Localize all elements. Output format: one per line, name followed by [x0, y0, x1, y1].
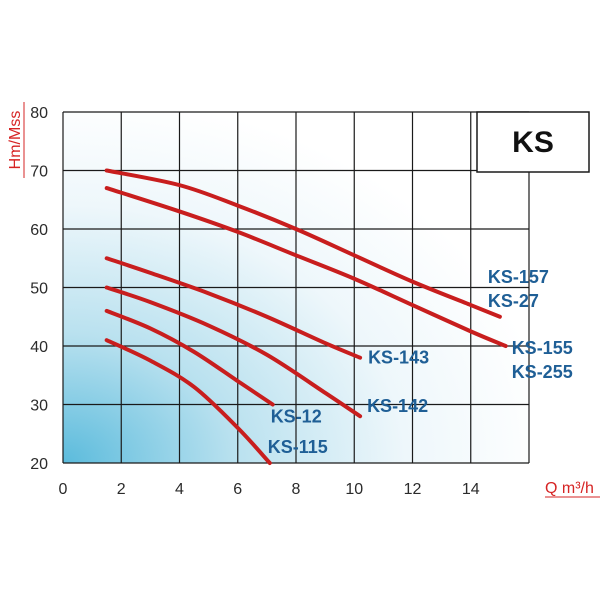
y-tick-label: 50	[30, 281, 48, 298]
x-tick-label: 8	[292, 481, 301, 498]
y-tick-label: 60	[30, 222, 48, 239]
x-tick-label: 0	[59, 481, 68, 498]
y-tick-label: 20	[30, 456, 48, 473]
y-tick-label: 30	[30, 398, 48, 415]
curve-label-ks-157: KS-157	[488, 267, 549, 287]
curves-group	[104, 168, 508, 465]
x-axis-title: Q m³/h	[545, 480, 594, 497]
x-tick-label: 10	[345, 481, 363, 498]
y-axis-title: Hm/Mss	[7, 111, 24, 170]
curve-ks-115	[104, 338, 272, 465]
curve-label-ks-12: KS-12	[271, 407, 322, 427]
curve-label-ks-143: KS-143	[368, 348, 429, 368]
title-box-label: KS	[512, 126, 554, 159]
curve-label-ks-27: KS-27	[488, 291, 539, 311]
x-tick-label: 14	[462, 481, 480, 498]
y-tick-label: 70	[30, 164, 48, 181]
x-tick-label: 12	[404, 481, 422, 498]
curve-ks-155	[104, 186, 508, 348]
x-tick-label: 4	[175, 481, 184, 498]
curve-ks-143	[104, 256, 363, 360]
title-box	[476, 111, 590, 173]
curve-label-ks-142: KS-142	[367, 396, 428, 416]
curve-ks-157	[104, 168, 502, 319]
curve-labels: KS-157 KS-27 KS-155 KS-255 KS-143 KS-142 KS-12…	[268, 267, 573, 457]
y-tick-label: 40	[30, 339, 48, 356]
curve-ks-12	[104, 308, 275, 407]
curve-label-ks-115: KS-115	[268, 437, 328, 457]
x-tick-label: 6	[233, 481, 242, 498]
curve-label-ks-155: KS-155	[512, 338, 573, 358]
x-tick-label: 2	[117, 481, 126, 498]
curve-ks-142	[104, 285, 363, 419]
y-tick-label: 80	[30, 105, 48, 122]
curve-label-ks-255: KS-255	[512, 362, 573, 382]
tick-labels: 0 2 4 6 8 10 12 14 20 30 40 50 60 70 80	[30, 105, 480, 498]
